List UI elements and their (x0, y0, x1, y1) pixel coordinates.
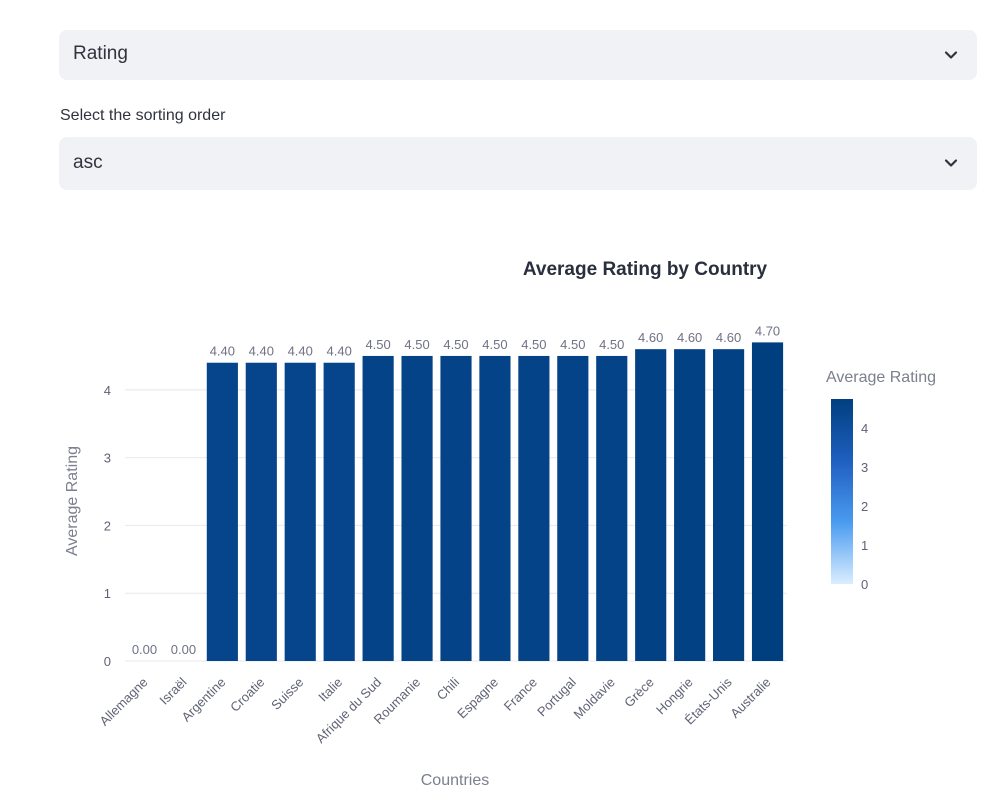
bar-data-label: 4.40 (210, 344, 235, 359)
bar-data-label: 4.50 (560, 337, 585, 352)
x-tick-label: Italie (315, 675, 345, 705)
bar-data-label: 4.50 (599, 337, 624, 352)
colorbar (831, 399, 853, 584)
bar-data-label: 4.50 (482, 337, 507, 352)
y-tick-label: 0 (104, 654, 111, 669)
colorbar-ticks: 0 1 2 3 4 (861, 421, 868, 592)
x-tick-label: Suisse (268, 675, 306, 713)
y-tick-label: 4 (104, 383, 111, 398)
order-select-value: asc (73, 152, 103, 173)
bar (479, 355, 511, 661)
x-tick-label: Israël (156, 674, 189, 707)
chevron-down-icon (944, 159, 958, 167)
bar (674, 349, 706, 661)
bar (713, 349, 745, 661)
x-tick-label: Croatie (227, 675, 267, 715)
chevron-down-icon (944, 51, 958, 59)
y-axis-title: Average Rating (64, 446, 81, 556)
y-tick-label: 1 (104, 586, 111, 601)
bar-data-label: 4.40 (249, 344, 274, 359)
colorbar-tick-label: 3 (861, 460, 868, 475)
bar-data-label: 4.50 (443, 337, 468, 352)
bar-data-label: 4.60 (716, 330, 741, 345)
bar (362, 355, 394, 661)
bar-data-label: 4.60 (677, 330, 702, 345)
y-tick-label: 2 (104, 518, 111, 533)
bar (518, 355, 550, 661)
x-tick-label: Grèce (621, 675, 657, 711)
chart-title: Average Rating by Country (523, 259, 768, 280)
bar (596, 355, 628, 661)
bar-data-label: 0.00 (132, 642, 157, 657)
x-tick-label: Moldavie (570, 675, 617, 722)
bar-data-label: 4.50 (365, 337, 390, 352)
bar (206, 362, 238, 661)
bar (323, 362, 355, 661)
metric-select[interactable]: Rating (59, 30, 977, 80)
x-tick-label: Australie (727, 675, 773, 721)
bar (635, 349, 667, 661)
bar (245, 362, 277, 661)
colorbar-tick-label: 0 (861, 577, 868, 592)
bar-labels: 0.00 0.00 4.40 4.40 4.40 4.40 4.50 4.50 4.50 4.50… (132, 323, 780, 657)
x-tick-label: Chili (434, 674, 463, 703)
y-tick-label: 3 (104, 451, 111, 466)
sorting-order-label: Select the sorting order (60, 107, 226, 124)
order-select[interactable]: asc (59, 137, 977, 190)
y-axis-ticks: 0 1 2 3 4 (104, 383, 111, 669)
metric-select-value: Rating (73, 43, 128, 64)
bar-data-label: 4.60 (638, 330, 663, 345)
bar (557, 355, 589, 661)
colorbar-tick-label: 4 (861, 421, 868, 436)
bar-data-label: 4.50 (404, 337, 429, 352)
x-tick-label: Espagne (454, 675, 501, 722)
bar-data-label: 4.50 (521, 337, 546, 352)
colorbar-tick-label: 1 (861, 538, 868, 553)
bar-data-label: 4.70 (755, 323, 780, 338)
bar (284, 362, 316, 661)
bar (440, 355, 472, 661)
x-tick-label: Allemagne (97, 675, 151, 729)
bar-data-label: 0.00 (171, 642, 196, 657)
bars (206, 342, 784, 661)
bar-data-label: 4.40 (288, 344, 313, 359)
x-axis-title: Countries (421, 772, 489, 789)
bar-data-label: 4.40 (327, 344, 352, 359)
colorbar-tick-label: 2 (861, 499, 868, 514)
bar (751, 342, 784, 661)
colorbar-title: Average Rating (826, 369, 936, 386)
bar (401, 355, 433, 661)
